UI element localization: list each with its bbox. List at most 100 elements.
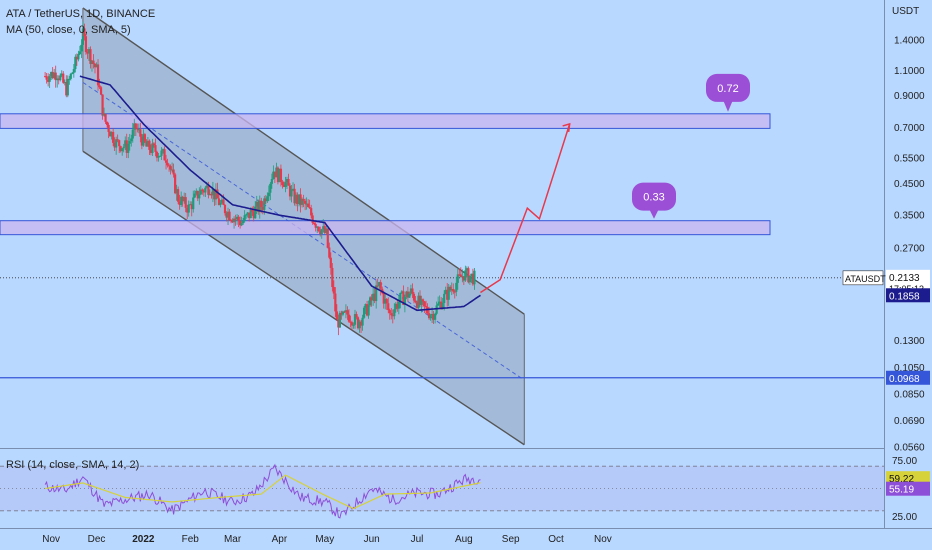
- candle-body: [385, 298, 388, 304]
- candle-body: [116, 139, 119, 141]
- candle-body: [424, 306, 428, 308]
- candle-body: [45, 76, 48, 80]
- candle-body: [186, 207, 189, 213]
- candle-body: [372, 293, 375, 301]
- y-tick-label: 0.9000: [894, 91, 925, 102]
- candle-body: [464, 270, 467, 281]
- candle-body: [217, 198, 221, 206]
- candle-body: [137, 129, 140, 131]
- candle-body: [53, 72, 56, 79]
- candle-body: [181, 196, 184, 202]
- zone-resistance-1: [0, 220, 771, 236]
- candle-body: [316, 226, 319, 228]
- candle-body: [434, 313, 437, 320]
- candle-body: [214, 189, 218, 200]
- candle-body: [325, 228, 328, 233]
- target-0-33-pointer: [649, 208, 659, 219]
- y-tick-label: 1.4000: [894, 35, 925, 46]
- candle-body: [347, 314, 351, 322]
- candle-body: [328, 247, 331, 258]
- candle-body: [317, 226, 320, 232]
- candle-body: [226, 211, 230, 218]
- candle-body: [184, 197, 187, 208]
- candle-body: [207, 185, 210, 195]
- candle-body: [258, 200, 261, 212]
- support-price-tag-text: 0.0968: [889, 374, 920, 385]
- candle-body: [335, 311, 338, 320]
- candle-body: [461, 276, 464, 278]
- target-0-72-label: 0.72: [717, 83, 738, 95]
- candle-body: [331, 267, 334, 287]
- candle-body: [83, 28, 86, 37]
- candle-body: [379, 282, 382, 289]
- candle-body: [130, 138, 133, 142]
- support-price-tag-bg: [886, 370, 930, 385]
- candle-body: [183, 197, 186, 202]
- candle-body: [158, 155, 162, 157]
- target-0-33-bubble: [632, 182, 676, 211]
- candle-body: [370, 297, 373, 301]
- candle-body: [246, 212, 249, 215]
- candle-body: [175, 189, 178, 194]
- candle-body: [369, 297, 372, 306]
- candle-body: [362, 307, 366, 318]
- candle-body: [143, 134, 146, 142]
- candle-body: [399, 292, 402, 302]
- candle-body: [343, 311, 346, 313]
- candle-body: [320, 229, 323, 235]
- candle-body: [190, 204, 193, 210]
- rsi-ma-value-tag-bg: [886, 481, 930, 496]
- candle-body: [293, 188, 296, 204]
- candle-body: [75, 56, 78, 60]
- candle-body: [243, 215, 246, 222]
- candle-body: [329, 257, 332, 268]
- candle-body: [128, 141, 131, 144]
- candle-body: [133, 123, 136, 130]
- candle-body: [90, 60, 94, 64]
- candle-body: [273, 171, 276, 178]
- candle-body: [452, 289, 455, 292]
- candle-body: [50, 72, 53, 77]
- candle-body: [257, 201, 260, 212]
- candle-body: [307, 203, 310, 208]
- candle-body: [155, 151, 159, 158]
- candle-body: [346, 310, 349, 315]
- ticker-label-bg: [842, 270, 884, 286]
- candle-body: [98, 85, 101, 88]
- candle-body: [102, 113, 106, 116]
- candle-body: [220, 199, 224, 203]
- candle-body: [437, 303, 440, 306]
- candle-body: [195, 190, 198, 194]
- x-tick-label: Dec: [88, 534, 106, 545]
- ticker-label: ATAUSDT: [845, 274, 886, 284]
- candle-body: [350, 322, 354, 326]
- candle-body: [174, 174, 177, 194]
- candle-body: [148, 140, 151, 150]
- candle-body: [107, 124, 110, 132]
- candle-body: [411, 288, 414, 294]
- candle-body: [239, 221, 242, 226]
- candle-body: [216, 189, 219, 199]
- x-tick-label: Apr: [272, 534, 288, 545]
- candle-body: [223, 205, 227, 214]
- candle-body: [364, 304, 367, 308]
- rsi-line: [44, 463, 481, 519]
- candle-body: [245, 214, 248, 216]
- candle-body: [63, 82, 66, 84]
- candle-body: [199, 189, 202, 195]
- candle-body: [390, 313, 393, 316]
- candle-body: [255, 201, 258, 207]
- candle-body: [78, 51, 81, 55]
- x-tick-label: Oct: [548, 534, 564, 545]
- candle-body: [403, 296, 406, 305]
- ma50-line: [79, 75, 481, 312]
- candle-body: [393, 309, 396, 317]
- candle-body: [202, 190, 205, 193]
- candle-body: [87, 49, 91, 54]
- candle-body: [59, 75, 62, 81]
- candle-body: [161, 149, 165, 151]
- candle-body: [394, 303, 397, 310]
- candle-body: [166, 162, 169, 166]
- candle-body: [119, 146, 122, 152]
